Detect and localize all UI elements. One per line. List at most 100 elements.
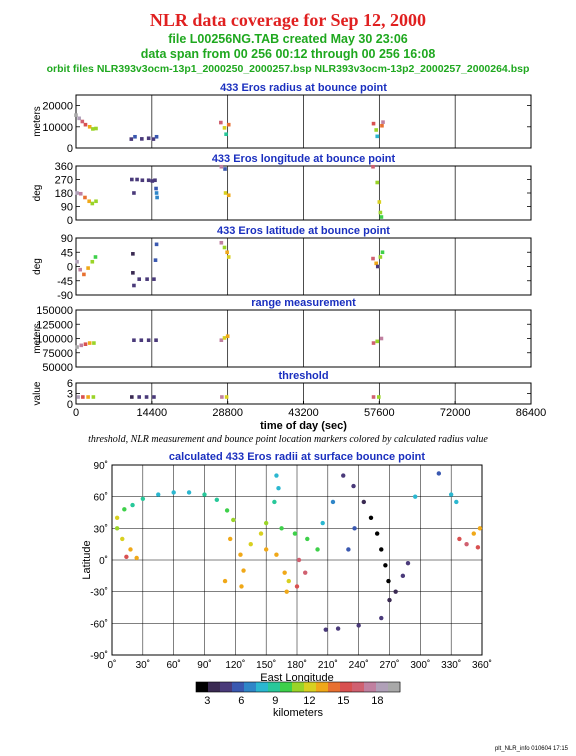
data-point xyxy=(75,345,79,349)
y-tick-label: -90 xyxy=(57,290,73,302)
map-data-point xyxy=(477,526,483,531)
panel-title: 433 Eros latitude at bounce point xyxy=(217,225,390,237)
map-data-point xyxy=(114,515,120,520)
data-point xyxy=(83,122,88,127)
data-point xyxy=(380,250,385,255)
data-point xyxy=(222,336,227,340)
data-point xyxy=(219,338,224,343)
data-point xyxy=(94,126,98,131)
colorbar-swatch xyxy=(280,682,293,692)
data-point xyxy=(75,259,79,264)
x-tick-label: 28800 xyxy=(212,407,243,419)
data-point xyxy=(87,341,92,345)
colorbar-tick-label: 9 xyxy=(272,695,278,707)
map-data-point xyxy=(279,526,284,531)
panel-title: 433 Eros radius at bounce point xyxy=(220,82,387,94)
data-point xyxy=(153,258,158,262)
data-point xyxy=(225,334,230,339)
data-point xyxy=(152,395,156,399)
map-data-point xyxy=(282,570,287,575)
map-x-tick-label: 30˚ xyxy=(136,659,150,671)
y-tick-label: 45 xyxy=(61,247,73,259)
data-point xyxy=(379,215,384,219)
y-tick-label: 180 xyxy=(55,188,73,200)
data-point xyxy=(140,137,144,141)
data-point xyxy=(379,336,384,341)
data-point xyxy=(154,186,158,191)
colorbar-frame xyxy=(195,681,401,693)
map-x-tick-label: 120˚ xyxy=(225,659,245,671)
map-data-point xyxy=(263,547,269,552)
data-point xyxy=(219,164,224,169)
data-point xyxy=(87,199,91,204)
map-data-point xyxy=(224,508,230,513)
data-point xyxy=(374,261,378,266)
map-x-tick-label: 270˚ xyxy=(379,659,399,671)
y-axis-label: meters xyxy=(32,106,43,137)
data-point xyxy=(150,179,155,183)
map-data-point xyxy=(320,520,325,526)
map-data-point xyxy=(351,483,356,489)
data-point xyxy=(140,178,145,183)
map-data-point xyxy=(263,520,269,526)
data-point xyxy=(226,122,231,127)
data-point xyxy=(371,121,376,126)
data-point xyxy=(220,395,224,399)
data-point xyxy=(223,167,227,171)
data-point xyxy=(91,395,96,399)
map-data-point xyxy=(303,570,308,575)
map-x-tick-label: 240˚ xyxy=(349,659,369,671)
map-data-point xyxy=(186,490,192,495)
y-axis-label: value xyxy=(32,381,43,405)
map-data-point xyxy=(294,584,300,589)
map-data-point xyxy=(436,471,442,476)
map-y-tick-label: 90˚ xyxy=(94,460,108,472)
panel-title: range measurement xyxy=(251,297,356,309)
data-point xyxy=(375,339,380,344)
colorbar-swatch xyxy=(256,682,269,692)
map-x-axis-label: East Longitude xyxy=(260,672,333,684)
map-y-tick-label: -60˚ xyxy=(90,618,108,630)
colorbar-swatch xyxy=(364,682,377,692)
colorbar-swatch xyxy=(352,682,365,692)
data-point xyxy=(137,395,141,399)
data-point xyxy=(381,120,385,124)
map-frame xyxy=(111,464,483,656)
y-tick-label: 360 xyxy=(55,161,73,173)
colorbar-swatch xyxy=(232,682,245,692)
map-x-tick-label: 0˚ xyxy=(108,659,117,671)
data-point xyxy=(375,134,380,139)
orbit-files-line: orbit files NLR393v3ocm-13p1_2000250_200… xyxy=(46,63,530,75)
map-data-point xyxy=(400,573,406,579)
map-data-point xyxy=(222,578,228,584)
map-data-point xyxy=(405,560,411,566)
map-data-point xyxy=(335,626,341,631)
map-data-point xyxy=(120,536,125,542)
data-point xyxy=(77,116,81,121)
map-data-point xyxy=(475,545,481,550)
y-tick-label: 0 xyxy=(67,262,73,274)
map-data-point xyxy=(454,499,459,505)
y-tick-label: 0 xyxy=(67,143,73,155)
map-data-point xyxy=(379,615,384,621)
map-data-point xyxy=(227,536,233,542)
data-point xyxy=(378,210,383,215)
colorbar-swatch xyxy=(220,682,233,692)
colorbar-swatch xyxy=(340,682,353,692)
y-tick-label: 10000 xyxy=(42,122,73,134)
x-axis-label: time of day (sec) xyxy=(260,420,347,432)
data-point xyxy=(131,271,135,275)
map-data-point xyxy=(202,492,207,497)
map-y-axis-label: Latitude xyxy=(81,540,93,579)
map-data-point xyxy=(292,531,298,536)
map-data-point xyxy=(315,547,320,552)
y-tick-label: 0 xyxy=(67,215,73,227)
data-point xyxy=(76,395,80,399)
data-point xyxy=(74,113,78,117)
data-point xyxy=(75,191,79,195)
map-x-tick-label: 300˚ xyxy=(410,659,430,671)
panel-title: 433 Eros longitude at bounce point xyxy=(212,153,396,165)
map-data-point xyxy=(386,578,391,584)
y-tick-label: 0 xyxy=(67,399,73,411)
